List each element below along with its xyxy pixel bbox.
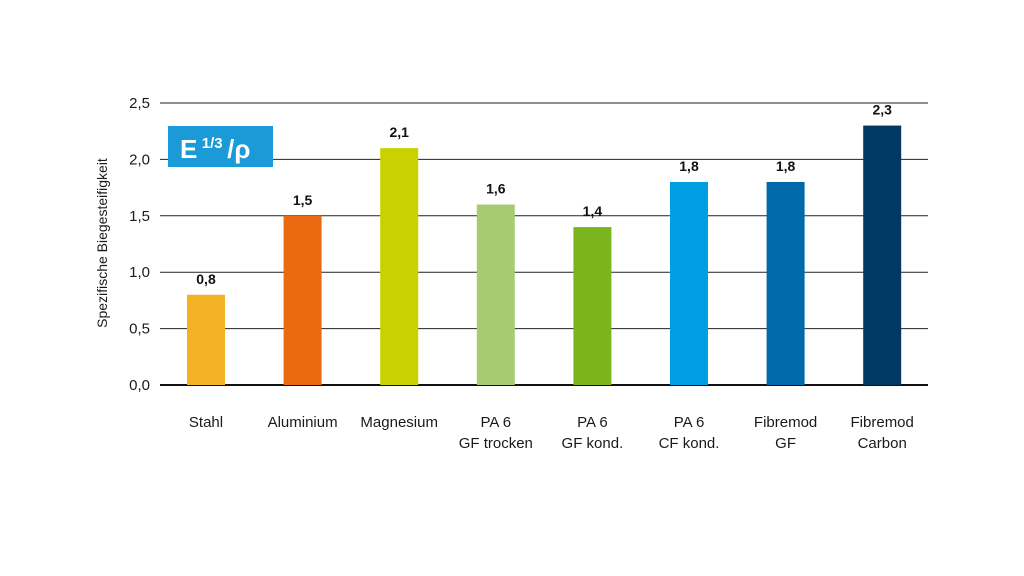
data-label: 2,3 (872, 102, 892, 118)
data-labels: 0,8 1,5 2,1 1,6 1,4 1,8 1,8 2,3 (196, 102, 892, 287)
category-label: Aluminium (268, 414, 338, 431)
bar (476, 204, 515, 385)
bar (187, 294, 225, 385)
y-tick-label: 1,5 (129, 208, 150, 225)
bars (187, 125, 902, 385)
formula-badge: E 1/3 /ρ (168, 126, 273, 167)
formula-badge-text: E 1/3 /ρ (180, 134, 250, 164)
bar (670, 181, 708, 385)
y-axis-ticks: 0,0 0,5 1,0 1,5 2,0 2,5 (129, 95, 150, 394)
data-label: 1,5 (293, 192, 313, 208)
y-tick-label: 2,0 (129, 151, 150, 168)
category-label: GF trocken (459, 435, 533, 452)
category-label: Carbon (858, 435, 907, 452)
y-tick-label: 0,5 (129, 321, 150, 338)
y-tick-label: 2,5 (129, 95, 150, 112)
bar (380, 148, 419, 385)
category-label: PA 6 (577, 414, 608, 431)
category-label: Stahl (189, 414, 223, 431)
y-tick-label: 1,0 (129, 264, 150, 281)
category-label: CF kond. (659, 435, 720, 452)
bar (863, 125, 902, 385)
data-label: 1,8 (679, 158, 699, 174)
bar (766, 181, 805, 385)
category-label: Fibremod (851, 414, 914, 431)
y-axis-label: Spezifische Biegesteifigkeit (94, 158, 110, 328)
bar (283, 215, 322, 385)
data-label: 1,8 (776, 158, 796, 174)
formula-main: E (180, 134, 197, 164)
y-tick-label: 0,0 (129, 377, 150, 394)
data-label: 1,4 (583, 203, 603, 219)
category-label: Magnesium (360, 414, 438, 431)
category-label: PA 6 (674, 414, 705, 431)
data-label: 1,6 (486, 181, 506, 197)
formula-divisor: /ρ (227, 134, 250, 164)
category-label: Fibremod (754, 414, 817, 431)
bar (573, 227, 612, 385)
formula-exponent: 1/3 (202, 135, 223, 152)
category-label: GF kond. (562, 435, 624, 452)
data-label: 2,1 (389, 124, 409, 140)
category-labels: Stahl Aluminium Magnesium PA 6 GF trocken PA … (189, 414, 914, 452)
category-label: GF (775, 435, 796, 452)
gridlines (160, 102, 928, 386)
data-label: 0,8 (196, 271, 216, 287)
category-label: PA 6 (481, 414, 512, 431)
formula-badge-background (168, 126, 273, 167)
